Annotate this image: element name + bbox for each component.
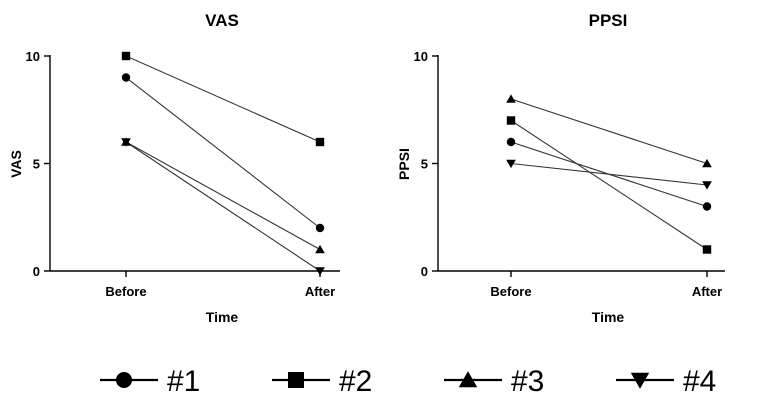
ppsi-y-tick-label: 5 bbox=[421, 157, 428, 172]
legend-marker-4 bbox=[630, 372, 650, 389]
ppsi-chart-panel: PPSI PPSI Time 0 5 10 Before After bbox=[396, 11, 725, 325]
ppsi-y-axis-label: PPSI bbox=[396, 148, 412, 180]
vas-y-tick-label: 10 bbox=[26, 49, 40, 64]
ppsi-point-2-before bbox=[506, 116, 516, 125]
vas-series-line-4 bbox=[125, 141, 321, 272]
legend-label-2: #2 bbox=[339, 365, 372, 398]
ppsi-y-tick-label: 10 bbox=[414, 49, 428, 64]
ppsi-point-1-after bbox=[702, 202, 712, 211]
vas-x-tick-label-before: Before bbox=[105, 284, 146, 299]
vas-series-line-3 bbox=[125, 141, 321, 250]
vas-y-tick-label: 0 bbox=[33, 264, 40, 279]
vas-x-axis-label: Time bbox=[206, 309, 239, 325]
legend-marker-1 bbox=[116, 372, 132, 388]
vas-point-2-before bbox=[121, 51, 131, 61]
ppsi-x-tick-label-before: Before bbox=[490, 284, 531, 299]
vas-point-3-after bbox=[315, 244, 325, 254]
ppsi-chart-title: PPSI bbox=[589, 11, 628, 30]
vas-chart-title: VAS bbox=[205, 11, 239, 30]
ppsi-y-tick-label: 0 bbox=[421, 264, 428, 279]
vas-y-axis-label: VAS bbox=[8, 150, 24, 178]
legend-marker-3 bbox=[458, 371, 478, 388]
vas-point-4-before bbox=[121, 138, 131, 147]
ppsi-x-axis-label: Time bbox=[592, 309, 625, 325]
ppsi-point-3-after bbox=[702, 158, 712, 168]
ppsi-point-2-after bbox=[702, 245, 712, 254]
vas-series-line-2 bbox=[125, 55, 321, 143]
vas-point-4-after bbox=[315, 267, 325, 276]
vas-y-tick-label: 5 bbox=[33, 157, 40, 172]
vas-chart-panel: VAS VAS Time 0 5 10 Before After bbox=[8, 11, 340, 325]
ppsi-point-1-before bbox=[506, 137, 516, 147]
ppsi-series-line-4 bbox=[510, 162, 708, 186]
vas-point-1-before bbox=[121, 73, 131, 82]
ppsi-point-3-before bbox=[506, 94, 516, 103]
ppsi-point-4-before bbox=[506, 159, 516, 169]
legend-label-3: #3 bbox=[511, 365, 544, 398]
ppsi-point-4-after bbox=[702, 181, 712, 190]
ppsi-series-line-3 bbox=[510, 98, 708, 165]
legend-marker-2 bbox=[288, 372, 304, 388]
ppsi-series-line-2 bbox=[510, 120, 708, 250]
vas-x-tick-label-after: After bbox=[305, 284, 335, 299]
legend-label-4: #4 bbox=[683, 365, 716, 398]
legend: #1 #2 #3 #4 bbox=[100, 365, 716, 398]
vas-series-line-1 bbox=[125, 77, 321, 229]
vas-point-1-after bbox=[315, 223, 325, 233]
vas-point-2-after bbox=[315, 137, 325, 147]
legend-label-1: #1 bbox=[167, 365, 200, 398]
ppsi-x-tick-label-after: After bbox=[692, 284, 722, 299]
